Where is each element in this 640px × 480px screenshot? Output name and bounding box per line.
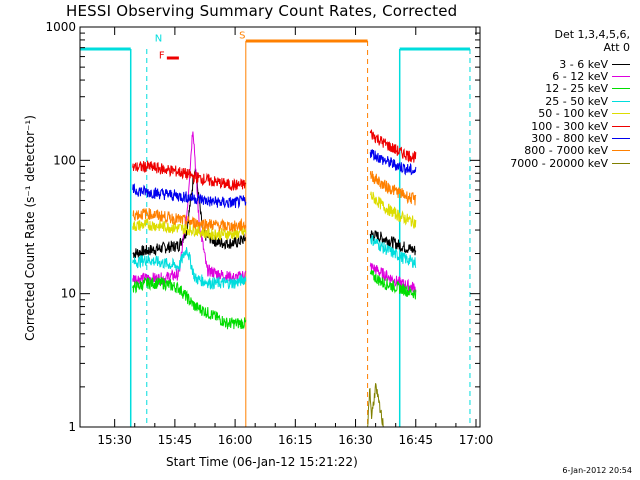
series-4-segment-0: [132, 217, 247, 241]
y-axis-label: Corrected Count Rate (s⁻¹ detector⁻¹): [23, 115, 37, 341]
legend-label: 12 - 25 keV: [545, 82, 608, 96]
y-tick-label-1: 10: [61, 287, 76, 301]
annotation-f: F: [159, 51, 165, 62]
annotations: NF S: [155, 30, 246, 61]
series-layer: [132, 129, 417, 428]
legend-label: 50 - 100 keV: [538, 107, 608, 121]
legend-swatch: [612, 76, 630, 78]
series-5-segment-1: [369, 129, 417, 163]
legend-swatch: [612, 63, 630, 65]
y-tick-label-0: 1: [68, 420, 76, 434]
series-0-segment-1: [369, 230, 417, 256]
x-axis-label: Start Time (06-Jan-12 15:21:22): [166, 455, 358, 469]
legend-label: 800 - 7000 keV: [524, 144, 608, 158]
x-tick-label-4: 16:30: [338, 433, 373, 447]
timestamp: 6-Jan-2012 20:54: [562, 466, 632, 475]
legend-label: 7000 - 20000 keV: [510, 156, 608, 170]
legend-item: 25 - 50 keV: [478, 94, 630, 108]
legend-swatch: [612, 162, 630, 164]
legend-item: 800 - 7000 keV: [478, 144, 630, 158]
legend-label: 25 - 50 keV: [545, 94, 608, 108]
chart-title: HESSI Observing Summary Count Rates, Cor…: [66, 2, 458, 20]
series-5-segment-0: [132, 160, 247, 192]
legend-label: 3 - 6 keV: [559, 57, 608, 71]
plot-frame: [79, 26, 481, 428]
legend-swatch: [612, 125, 630, 127]
series-4-segment-1: [369, 191, 417, 229]
x-tick-label-1: 15:45: [158, 433, 193, 447]
series-7-segment-0: [132, 207, 247, 232]
legend-swatch: [612, 138, 630, 140]
series-6-segment-1: [369, 149, 417, 176]
legend-rows: 3 - 6 keV 6 - 12 keV 12 - 25 keV 25 - 50 ke…: [478, 58, 630, 170]
legend-swatch: [612, 150, 630, 152]
series-3-segment-0: [132, 247, 247, 290]
y-tick-label-2: 100: [53, 153, 76, 167]
legend-item: 7000 - 20000 keV: [478, 156, 630, 170]
x-tick-label-3: 16:15: [278, 433, 313, 447]
legend: Det 1,3,4,5,6, Att 0 3 - 6 keV 6 - 12 keV…: [478, 28, 630, 170]
x-tick-label-2: 16:00: [218, 433, 253, 447]
annotation-s: S: [239, 30, 245, 41]
series-2-segment-1: [369, 269, 417, 300]
series-3-segment-1: [369, 235, 417, 268]
series-2-segment-0: [132, 276, 247, 330]
legend-swatch: [612, 88, 630, 90]
legend-label: 300 - 800 keV: [531, 132, 608, 146]
annotation-n: N: [155, 33, 162, 44]
legend-item: 50 - 100 keV: [478, 107, 630, 121]
legend-swatch: [612, 100, 630, 102]
series-8-segment-0: [367, 383, 384, 428]
legend-label: 6 - 12 keV: [552, 70, 608, 84]
series-6-segment-0: [132, 183, 247, 209]
x-tick-label-0: 15:30: [97, 433, 132, 447]
legend-item: 6 - 12 keV: [478, 70, 630, 84]
axis-ticks: 15:30 15:45 16:00 16:15 16:30 16:45 17:00 1 10 10…: [45, 20, 493, 447]
legend-label: 100 - 300 keV: [531, 119, 608, 133]
legend-header-line-2: Att 0: [603, 41, 630, 54]
legend-header-line-1: Det 1,3,4,5,6,: [554, 28, 630, 41]
instrument-state-overlays: [80, 39, 471, 427]
legend-item: 100 - 300 keV: [478, 119, 630, 133]
series-7-segment-1: [369, 170, 417, 206]
x-tick-label-5: 16:45: [398, 433, 433, 447]
y-tick-label-3: 1000: [45, 20, 76, 34]
x-tick-label-6: 17:00: [459, 433, 494, 447]
legend-swatch: [612, 113, 630, 115]
legend-item: 3 - 6 keV: [478, 57, 630, 71]
legend-item: 12 - 25 keV: [478, 82, 630, 96]
legend-item: 300 - 800 keV: [478, 132, 630, 146]
